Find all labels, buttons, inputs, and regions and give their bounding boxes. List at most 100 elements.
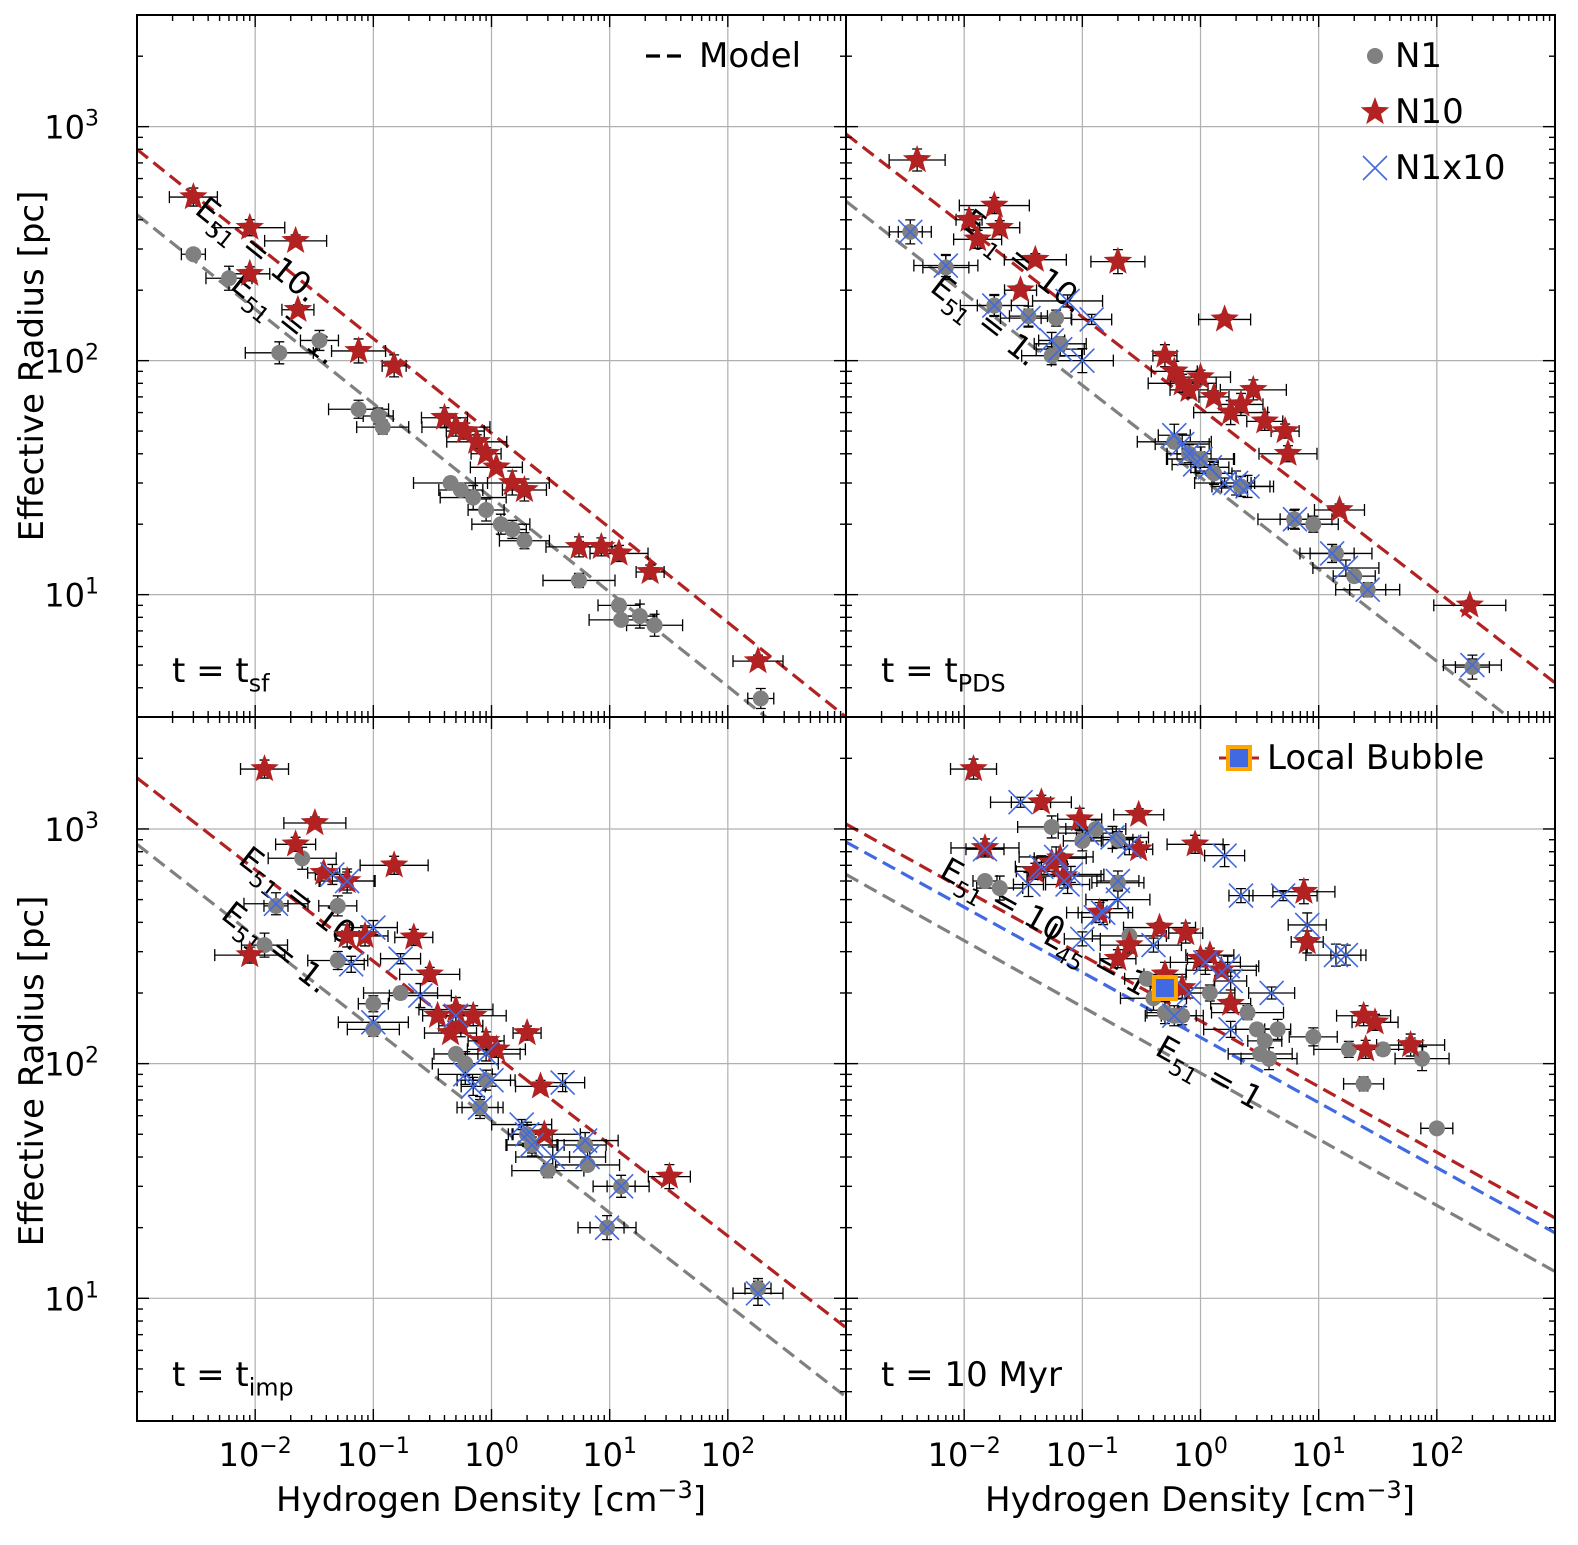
marker-n1x10 [1228, 883, 1254, 909]
marker-n1 [991, 880, 1008, 897]
marker-n1 [220, 270, 237, 287]
marker-n1 [1109, 831, 1126, 848]
model-line [846, 873, 1555, 1273]
marker-n1x10 [594, 1215, 620, 1241]
marker-n10 [446, 1010, 476, 1038]
marker-n1 [579, 1156, 596, 1173]
marker-n1 [752, 690, 769, 707]
marker-n1x10 [338, 951, 364, 977]
marker-n10 [985, 212, 1014, 240]
marker-n10 [1150, 959, 1180, 987]
marker-n1 [374, 419, 391, 436]
marker-n10 [1455, 590, 1484, 618]
marker-n10 [415, 959, 444, 987]
marker-n10 [300, 808, 330, 836]
marker-n1 [516, 532, 533, 549]
marker-n1x10 [1079, 306, 1105, 333]
marker-n1x10 [1055, 288, 1081, 314]
marker-n1 [1340, 1041, 1357, 1058]
marker-n10 [510, 475, 539, 503]
marker-n1 [1166, 433, 1183, 450]
marker-n10 [399, 922, 429, 950]
marker-n1 [539, 1162, 556, 1179]
marker-n1x10 [1069, 348, 1095, 374]
x-tick-label: 100 [1173, 1434, 1228, 1474]
marker-n1 [271, 344, 288, 361]
marker-n1 [329, 897, 346, 914]
marker-n1x10 [1212, 470, 1238, 496]
marker-n1 [937, 259, 954, 276]
marker-n1x10 [540, 1144, 566, 1170]
marker-n1 [465, 489, 482, 506]
marker-n10 [1065, 804, 1094, 832]
marker-n10 [1174, 374, 1204, 402]
marker-n10 [1270, 416, 1300, 444]
marker-n1x10 [1105, 868, 1131, 894]
marker-n1x10 [407, 983, 433, 1009]
marker-n1x10 [443, 1003, 469, 1029]
marker-n10 [1085, 897, 1114, 925]
marker-n10 [1325, 495, 1354, 523]
marker-n1x10 [360, 915, 386, 941]
marker-n1 [1248, 1021, 1265, 1038]
marker-n1 [478, 502, 495, 519]
y-tick-label: 101 [44, 575, 99, 615]
marker-n1x10 [1055, 871, 1081, 898]
marker-n1 [1109, 874, 1126, 891]
marker-n10 [1115, 930, 1144, 958]
marker-n1x10 [478, 1067, 505, 1093]
model-line [137, 148, 846, 717]
ticks [845, 14, 1555, 718]
marker-n10 [423, 1000, 452, 1028]
marker-n1x10 [1294, 912, 1320, 938]
marker-n1 [392, 984, 409, 1001]
marker-n1 [1327, 545, 1344, 562]
legend-marker-n1 [1367, 48, 1383, 64]
marker-n1x10 [933, 252, 959, 279]
marker-n10 [512, 1018, 542, 1046]
marker-n1 [457, 1055, 474, 1072]
marker-n1x10 [572, 1128, 598, 1154]
marker-n1 [329, 952, 346, 969]
marker-n1x10 [473, 1041, 499, 1067]
marker-n1 [1464, 659, 1481, 676]
grid-lines [846, 717, 1555, 1421]
marker-n1x10 [1192, 949, 1218, 975]
marker-n1x10 [1333, 942, 1359, 968]
marker-n1x10 [1015, 305, 1042, 331]
panel-3: E51 = 10.E51 = 1.10−2 10−1 100 101 102101102… [44, 716, 847, 1474]
marker-n10 [1006, 275, 1035, 303]
marker-n10 [1145, 912, 1174, 940]
marker-n10 [970, 833, 1000, 861]
marker-n10 [1216, 397, 1245, 425]
marker-n1x10 [360, 1009, 386, 1035]
marker-n10 [980, 190, 1009, 218]
marker-n10 [530, 1119, 559, 1147]
marker-n10 [436, 1018, 465, 1046]
marker-n1x10 [1028, 854, 1054, 880]
marker-n1x10 [981, 292, 1007, 319]
marker-n10 [1171, 918, 1200, 946]
marker-n1x10 [1043, 844, 1069, 870]
marker-n10 [1349, 1000, 1378, 1028]
marker-n1x10 [334, 868, 360, 894]
data-points [949, 754, 1454, 1137]
marker-n10 [350, 921, 380, 949]
marker-n1 [1048, 310, 1065, 327]
marker-n10 [1396, 1030, 1425, 1058]
marker-n1x10 [1074, 820, 1100, 846]
marker-local-bubble [1151, 975, 1178, 1002]
marker-n10 [1360, 1007, 1390, 1035]
marker-n1x10 [1176, 980, 1202, 1006]
marker-n1x10 [1069, 926, 1095, 952]
marker-n1 [1256, 1032, 1273, 1049]
marker-n1x10 [550, 1070, 576, 1096]
marker-n1x10 [319, 861, 345, 888]
marker-n10 [1351, 1034, 1380, 1062]
marker-n1 [577, 1137, 594, 1154]
marker-n10 [458, 1000, 488, 1028]
marker-n1x10 [1007, 789, 1034, 815]
marker-n10 [451, 416, 480, 444]
marker-n1x10 [1116, 834, 1142, 860]
